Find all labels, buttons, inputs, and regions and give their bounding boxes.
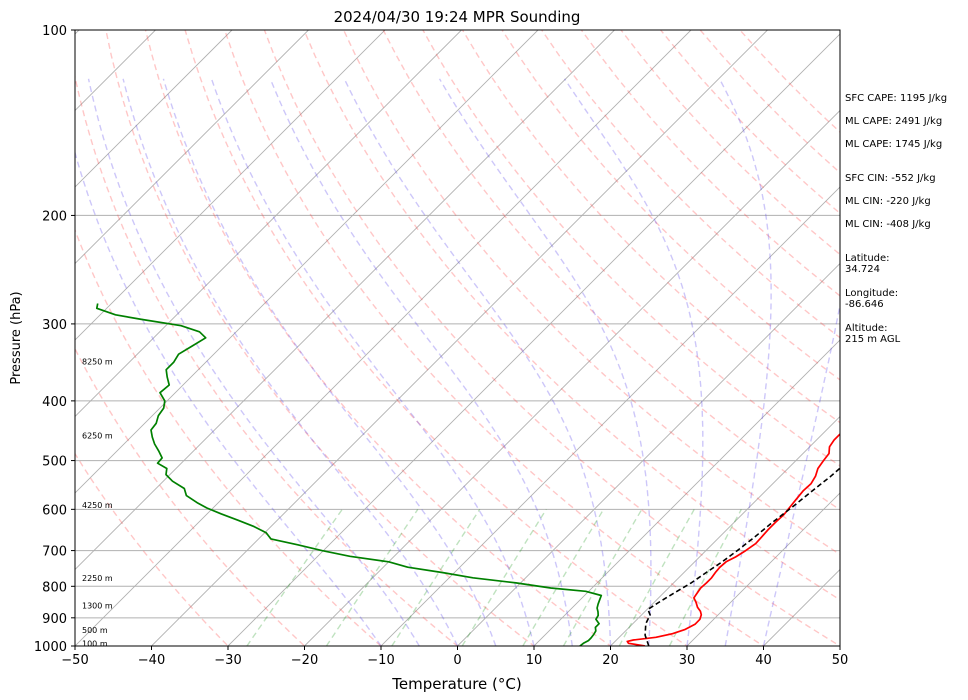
x-tick-label: −30 (214, 653, 241, 668)
height-labels: 8250 m 6250 m 4250 m 2250 m 1300 m 500 m 100 m (82, 357, 113, 648)
moist-adiabat-line (343, 78, 612, 646)
y-tick-label: 1000 (34, 640, 67, 655)
dry-adiabat-line (75, 228, 383, 646)
sfc-cape-text: SFC CAPE: 1195 J/kg (845, 93, 948, 104)
moist-adiabat-line (75, 150, 382, 646)
height-label: 500 m (82, 626, 108, 635)
dry-adiabat-line (303, 30, 840, 601)
mixing-ratio-line (246, 508, 343, 646)
x-tick-label: 0 (453, 653, 461, 668)
height-label: 6250 m (82, 431, 113, 440)
moist-adiabat-line (87, 78, 420, 646)
y-tick-label: 600 (42, 503, 67, 518)
ml-cin-text-1: ML CIN: -220 J/kg (845, 196, 931, 207)
dry-adiabat-line (540, 30, 840, 339)
x-tick-label: 50 (832, 653, 849, 668)
dry-adiabat-line (263, 30, 840, 646)
moist-adiabat-line (762, 301, 840, 646)
dry-adiabat-line (144, 30, 612, 646)
height-label: 8250 m (82, 357, 113, 366)
temperature-line (626, 432, 840, 646)
sfc-cin-text: SFC CIN: -552 J/kg (845, 173, 936, 184)
height-label: 4250 m (82, 501, 113, 510)
y-tick-label: 500 (42, 455, 67, 470)
dry-adiabat-line (382, 30, 840, 511)
x-axis-label: Temperature (°C) (391, 675, 521, 693)
isotherm-line (75, 30, 615, 571)
moist-adiabat-line (210, 78, 535, 646)
moist-adiabat-line (563, 78, 704, 646)
chart-title: 2024/04/30 19:24 MPR Sounding (334, 8, 581, 26)
sounding-lines (95, 303, 840, 646)
isotherm-line (380, 186, 840, 646)
y-tick-label: 100 (42, 24, 67, 39)
y-tick-label: 300 (42, 318, 67, 333)
isotherm-line (686, 492, 840, 646)
y-tick-label: 400 (42, 395, 67, 410)
x-tick-label: 40 (755, 653, 772, 668)
x-tick-label: 10 (526, 653, 543, 668)
x-tick-label: −10 (367, 653, 394, 668)
mixing-ratio-line (668, 508, 742, 646)
height-label: 1300 m (82, 602, 113, 611)
isotherm-line (75, 30, 462, 418)
dry-adiabat-line (75, 452, 229, 646)
mixing-ratio-line (522, 508, 605, 646)
y-tick-label: 800 (42, 580, 67, 595)
dry-adiabat-line (105, 30, 536, 646)
ml-cape-text-1: ML CAPE: 2491 J/kg (845, 116, 943, 127)
moist-adiabat-line (438, 78, 652, 646)
parcel-line (644, 467, 840, 646)
isotherm-line (75, 30, 386, 341)
y-tick-label: 900 (42, 612, 67, 627)
moist-adiabat-line (269, 78, 573, 646)
dry-adiabat-line (75, 347, 306, 646)
mixing-ratio-line (325, 508, 419, 646)
isotherm-line (75, 30, 309, 265)
isotherm-line (75, 30, 692, 646)
x-axis-ticks: −50 −40 −30 −20 −10 0 10 20 30 40 50 (61, 646, 848, 668)
y-axis-label: Pressure (hPa) (9, 291, 24, 384)
mixing-ratio-line (618, 508, 695, 646)
x-tick-label: −40 (138, 653, 165, 668)
isotherm-line (227, 33, 840, 646)
isotherm-line (75, 30, 233, 188)
ml-cape-text-2: ML CAPE: 1745 J/kg (845, 139, 943, 150)
x-tick-label: −50 (61, 653, 88, 668)
isotherm-line (75, 30, 539, 494)
ml-cin-text-2: ML CIN: -408 J/kg (845, 219, 931, 230)
moist-adiabat-line (162, 78, 497, 646)
isotherm-line (457, 262, 840, 646)
moist-adiabat-line (718, 78, 772, 646)
mixing-ratio-line (562, 508, 643, 646)
mixing-ratio-line (391, 508, 481, 646)
isotherm-line (533, 339, 840, 646)
x-tick-label: 20 (602, 653, 619, 668)
dry-adiabat-line (580, 30, 840, 297)
height-label: 100 m (82, 639, 108, 648)
dry-adiabat-line (342, 30, 840, 556)
dry-adiabat-line (422, 30, 840, 467)
latitude-text: Latitude: 34.724 (845, 253, 890, 275)
y-tick-label: 700 (42, 545, 67, 560)
dewpoint-line (95, 303, 603, 646)
dry-adiabat-line (184, 30, 689, 646)
altitude-text: Altitude: 215 m AGL (845, 323, 901, 345)
background-lines (75, 30, 840, 646)
isotherm-line (151, 30, 768, 646)
x-tick-label: 30 (679, 653, 696, 668)
y-axis-ticks: 100 200 300 400 500 600 700 800 900 1000 (34, 24, 75, 655)
height-label: 2250 m (82, 574, 113, 583)
y-tick-label: 200 (42, 209, 67, 224)
dry-adiabat-line (223, 30, 765, 646)
isotherm-line (304, 109, 840, 646)
isotherm-line (610, 415, 840, 646)
moist-adiabat-line (122, 78, 459, 646)
mixing-ratio-line (461, 508, 547, 646)
longitude-text: Longitude: -86.646 (845, 288, 899, 310)
x-tick-label: −20 (291, 653, 318, 668)
dry-adiabat-line (75, 73, 459, 646)
